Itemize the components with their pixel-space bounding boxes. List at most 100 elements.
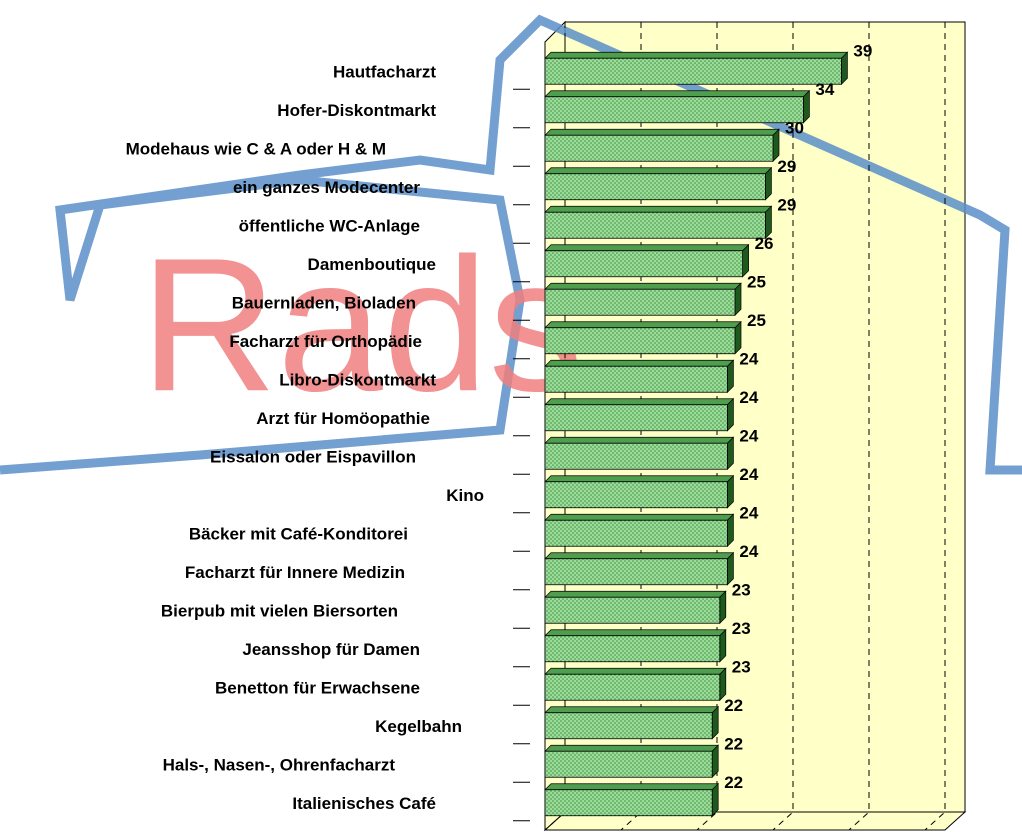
- y-tick-label: Damenboutique: [308, 255, 436, 274]
- grid-line: [696, 22, 718, 831]
- bar-top: [544, 244, 750, 252]
- bar: [544, 96, 804, 124]
- value-label: 24: [739, 504, 758, 523]
- bar-top: [544, 513, 735, 521]
- bar-side: [727, 474, 734, 509]
- y-tick-label: ein ganzes Modecenter: [233, 178, 420, 197]
- bar: [544, 327, 736, 355]
- bar-side: [727, 397, 734, 432]
- bar-side: [719, 590, 727, 625]
- bar: [544, 519, 728, 547]
- y-tick-label: Benetton für Erwachsene: [215, 679, 420, 698]
- bar-side: [727, 436, 734, 471]
- value-label: 34: [815, 80, 834, 99]
- value-label: 23: [732, 619, 751, 638]
- y-tick-label: Eissalon oder Eispavillon: [210, 448, 416, 467]
- bar-top: [544, 783, 720, 791]
- bar-top: [544, 128, 780, 136]
- value-label: 29: [777, 196, 796, 215]
- value-label: 22: [724, 735, 743, 754]
- value-label: 23: [732, 658, 751, 677]
- y-tick-label: Hofer-Diskontmarkt: [277, 101, 436, 120]
- bar-top: [544, 90, 811, 98]
- grid-line: [924, 22, 946, 831]
- watermark-shape: [0, 14, 1022, 475]
- value-label: 39: [853, 42, 872, 61]
- value-label: 24: [739, 350, 758, 369]
- bar: [544, 789, 713, 817]
- bar-side: [803, 89, 810, 124]
- bar: [544, 134, 774, 162]
- y-tick-label: Kegelbahn: [375, 717, 462, 736]
- value-label: 26: [755, 234, 774, 253]
- y-tick-label: Facharzt für Innere Medizin: [185, 563, 405, 582]
- value-label: 24: [739, 542, 758, 561]
- bar-side: [719, 628, 727, 663]
- bar-side: [711, 782, 719, 817]
- bar: [544, 712, 713, 740]
- bar: [544, 404, 728, 432]
- value-label: 24: [739, 388, 758, 407]
- bar-top: [544, 205, 773, 213]
- y-tick-label: Facharzt für Orthopädie: [229, 332, 422, 351]
- bar-top: [544, 706, 720, 714]
- bar-top: [544, 590, 727, 598]
- bar-top: [544, 475, 735, 483]
- y-tick-label: Arzt für Homöopathie: [256, 409, 430, 428]
- bar: [544, 596, 721, 624]
- value-label: 29: [777, 157, 796, 176]
- bar-top: [544, 321, 742, 329]
- bar-side: [765, 166, 772, 201]
- bar-top: [544, 359, 735, 367]
- bar: [544, 673, 721, 701]
- watermark: Rads: [140, 219, 584, 431]
- bar-top: [544, 744, 720, 752]
- value-label: 22: [724, 773, 743, 792]
- y-tick-label: öffentliche WC-Anlage: [239, 217, 420, 236]
- bar: [544, 173, 766, 201]
- bar-top: [544, 552, 735, 560]
- bar: [544, 211, 766, 239]
- value-label: 24: [739, 427, 758, 446]
- grid-line: [544, 22, 566, 831]
- bar: [544, 57, 842, 85]
- y-tick-label: Bauernladen, Bioladen: [232, 294, 416, 313]
- grid-line: [848, 22, 870, 831]
- value-label: 23: [732, 581, 751, 600]
- bar: [544, 442, 728, 470]
- y-tick-label: Modehaus wie C & A oder H & M: [126, 140, 386, 159]
- bar-side: [727, 513, 734, 548]
- bar-side: [711, 744, 719, 779]
- bar: [544, 250, 744, 278]
- bar-side: [727, 359, 734, 394]
- y-tick-label: Jeansshop für Damen: [242, 640, 420, 659]
- bar-side: [841, 51, 848, 86]
- value-label: 30: [785, 119, 804, 138]
- y-tick-label: Bäcker mit Café-Konditorei: [189, 525, 408, 544]
- bar: [544, 365, 728, 393]
- bar-top: [544, 398, 735, 406]
- bar: [544, 288, 736, 316]
- bar-top: [544, 436, 735, 444]
- bar-top: [544, 667, 727, 675]
- y-tick-label: Hals-, Nasen-, Ohrenfacharzt: [163, 756, 396, 775]
- bar-top: [544, 51, 849, 59]
- y-tick-label: Hautfacharzt: [333, 63, 436, 82]
- bar-top: [544, 629, 727, 637]
- value-label: 24: [739, 465, 758, 484]
- y-tick-label: Kino: [446, 486, 484, 505]
- bar-top: [544, 282, 742, 290]
- value-label: 22: [724, 696, 743, 715]
- bar: [544, 481, 728, 509]
- bar: [544, 750, 713, 778]
- bar-side: [711, 705, 719, 740]
- bar: [544, 558, 728, 586]
- grid-line: [772, 22, 794, 831]
- bar-top: [544, 167, 773, 175]
- grid-line: [620, 22, 642, 831]
- y-tick-label: Italienisches Café: [292, 794, 436, 813]
- value-label: 25: [747, 311, 766, 330]
- bar-side: [734, 282, 742, 317]
- value-label: 25: [747, 273, 766, 292]
